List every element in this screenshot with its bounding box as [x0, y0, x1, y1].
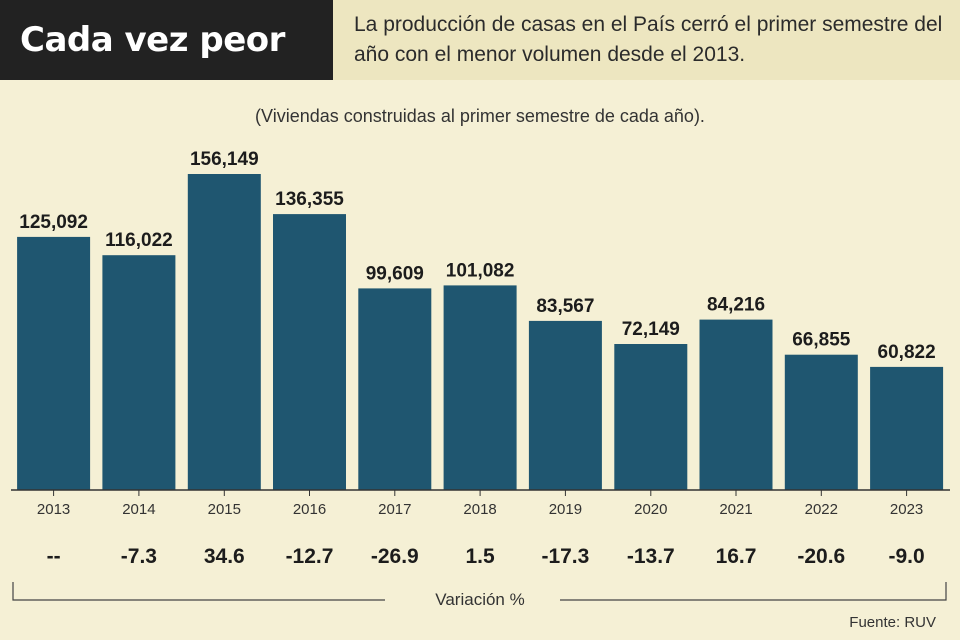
- variation-label: -9.0: [889, 545, 925, 568]
- year-label: 2013: [37, 501, 70, 518]
- variation-label: -13.7: [627, 545, 675, 568]
- year-label: 2021: [719, 501, 752, 518]
- year-label: 2016: [293, 501, 326, 518]
- year-label: 2015: [208, 501, 241, 518]
- bar-2023: [870, 366, 944, 490]
- source-note: Fuente: RUV: [849, 614, 936, 631]
- bar-2014: [102, 255, 176, 490]
- value-label: 60,822: [878, 342, 936, 363]
- bar-2016: [273, 214, 346, 490]
- year-label: 2014: [122, 501, 155, 518]
- bracket-right: [560, 582, 947, 601]
- year-label: 2018: [463, 501, 496, 518]
- variation-label: 1.5: [465, 545, 495, 568]
- value-label: 116,022: [105, 230, 173, 251]
- variation-label: -12.7: [286, 545, 334, 568]
- bar-2018: [443, 285, 517, 490]
- chart-subtitle: (Viviendas construidas al primer semestr…: [255, 106, 705, 126]
- bar-2013: [17, 236, 91, 490]
- value-label: 72,149: [622, 319, 680, 340]
- bar-2021: [699, 319, 773, 490]
- bar-2020: [614, 344, 688, 490]
- bar-2019: [528, 320, 602, 490]
- year-label: 2020: [634, 501, 667, 518]
- value-label: 99,609: [366, 263, 424, 284]
- value-label: 136,355: [275, 189, 344, 210]
- bar-2022: [784, 354, 858, 490]
- value-label: 83,567: [536, 296, 594, 317]
- variation-title: Variación %: [435, 590, 525, 609]
- chart-title: Cada vez peor: [0, 0, 333, 80]
- variation-label: -20.6: [797, 545, 845, 568]
- value-label: 84,216: [707, 295, 765, 316]
- variation-label: --: [47, 545, 61, 568]
- variation-label: -17.3: [541, 545, 589, 568]
- bar-2015: [187, 174, 261, 490]
- year-label: 2022: [805, 501, 838, 518]
- year-label: 2017: [378, 501, 411, 518]
- value-label: 125,092: [19, 212, 88, 233]
- year-label: 2019: [549, 501, 582, 518]
- value-label: 101,082: [446, 260, 515, 281]
- bracket-left: [12, 582, 385, 601]
- variation-label: 34.6: [204, 545, 245, 568]
- bar-2017: [358, 288, 432, 490]
- value-label: 156,149: [190, 149, 259, 170]
- value-label: 66,855: [792, 330, 851, 351]
- headline-text: La producción de casas en el País cerró …: [354, 13, 943, 66]
- variation-label: 16.7: [716, 545, 757, 568]
- variation-label: -7.3: [121, 545, 157, 568]
- year-label: 2023: [890, 501, 923, 518]
- variation-label: -26.9: [371, 545, 419, 568]
